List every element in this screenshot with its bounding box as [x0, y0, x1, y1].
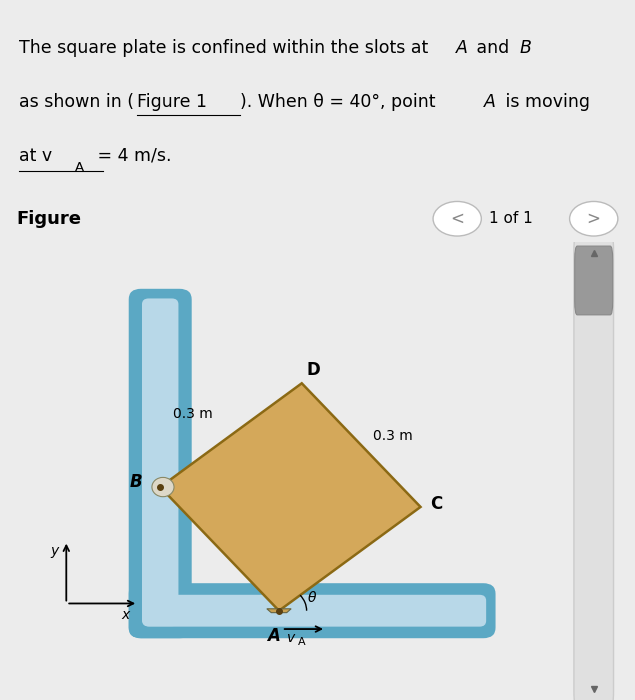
- FancyBboxPatch shape: [142, 298, 178, 626]
- Text: D: D: [306, 360, 320, 379]
- Text: A: A: [456, 39, 468, 57]
- Circle shape: [570, 202, 618, 236]
- FancyBboxPatch shape: [574, 232, 613, 700]
- Text: 0.3 m: 0.3 m: [173, 407, 213, 421]
- Circle shape: [152, 477, 174, 497]
- Text: and: and: [471, 39, 515, 57]
- Text: θ: θ: [308, 591, 316, 605]
- Text: The square plate is confined within the slots at: The square plate is confined within the …: [19, 39, 434, 57]
- Text: = 4 m/s.: = 4 m/s.: [92, 147, 171, 165]
- Text: v: v: [287, 631, 295, 645]
- FancyBboxPatch shape: [142, 595, 486, 626]
- Text: y: y: [51, 544, 59, 558]
- Text: B: B: [519, 39, 531, 57]
- Text: 0.3 m: 0.3 m: [373, 429, 413, 443]
- Text: at v: at v: [19, 147, 52, 165]
- Text: A: A: [298, 638, 306, 648]
- Polygon shape: [267, 609, 291, 612]
- Text: C: C: [431, 496, 443, 513]
- Text: ). When θ = 40°, point: ). When θ = 40°, point: [240, 93, 441, 111]
- Bar: [141, 594, 180, 628]
- Text: >: >: [587, 210, 601, 228]
- Text: B: B: [130, 473, 142, 491]
- Text: is moving: is moving: [500, 93, 591, 111]
- Text: <: <: [450, 210, 464, 228]
- Text: as shown in (: as shown in (: [19, 93, 134, 111]
- Text: x: x: [121, 608, 130, 622]
- Text: A: A: [75, 161, 84, 174]
- Text: A: A: [484, 93, 496, 111]
- Text: Figure: Figure: [16, 210, 81, 228]
- Text: 1 of 1: 1 of 1: [490, 211, 533, 226]
- FancyBboxPatch shape: [129, 583, 495, 638]
- Text: A: A: [267, 626, 279, 645]
- FancyBboxPatch shape: [129, 289, 192, 638]
- Polygon shape: [160, 384, 420, 610]
- Circle shape: [433, 202, 481, 236]
- Text: Figure 1: Figure 1: [137, 93, 206, 111]
- FancyBboxPatch shape: [575, 246, 613, 315]
